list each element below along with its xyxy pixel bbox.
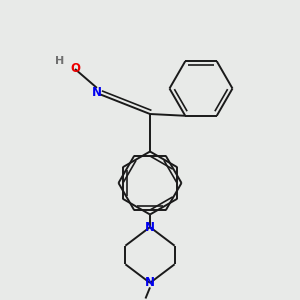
Text: H: H [55, 56, 64, 66]
Text: N: N [145, 276, 155, 290]
Text: N: N [92, 85, 102, 99]
Text: N: N [145, 220, 155, 234]
Text: O: O [70, 62, 80, 76]
